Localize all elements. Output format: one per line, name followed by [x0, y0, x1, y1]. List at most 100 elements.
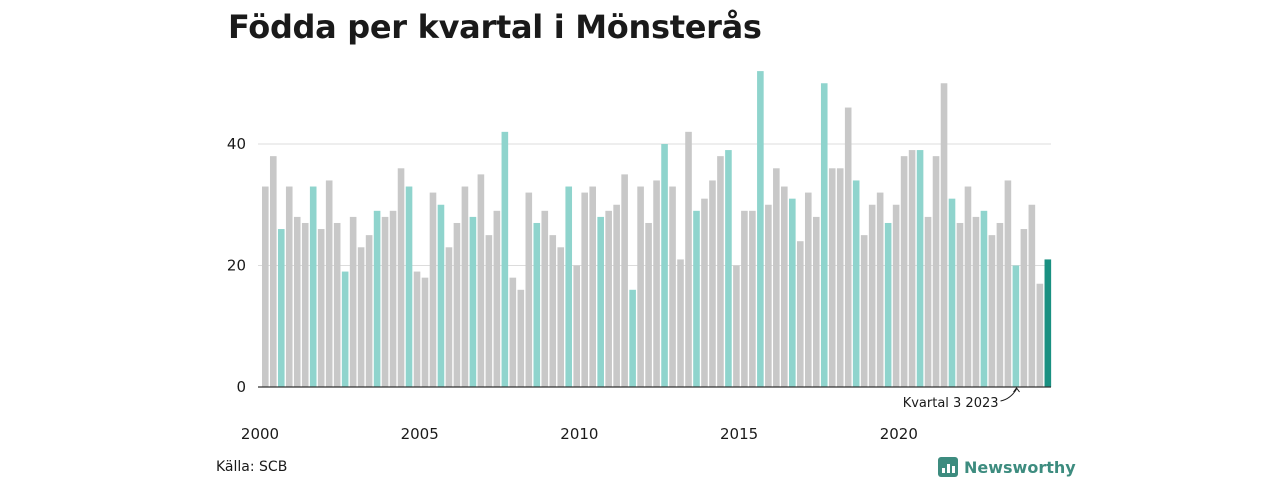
- bar: [301, 222, 309, 387]
- bar: [860, 235, 868, 388]
- bar: [749, 210, 756, 387]
- bar: [573, 265, 581, 387]
- bar: [789, 198, 796, 387]
- bar: [365, 235, 373, 388]
- bar-chart: 0 20 40 2000 2005 2010 2015 2020 Kvartal 3 202…: [227, 71, 1052, 443]
- bar: [940, 83, 948, 387]
- bar: [996, 222, 1004, 387]
- bar: [972, 216, 980, 387]
- bar: [349, 216, 357, 387]
- bar: [653, 180, 660, 387]
- bar: [988, 235, 996, 388]
- bar: [613, 204, 620, 387]
- bar: [717, 156, 724, 387]
- bar: [932, 156, 940, 387]
- bar: [669, 186, 676, 387]
- bar: [277, 229, 285, 387]
- x-tick-label: 2005: [401, 425, 439, 443]
- bar: [389, 210, 397, 387]
- bar: [916, 150, 924, 387]
- bar: [661, 144, 668, 387]
- bar: [629, 289, 636, 387]
- bar: [589, 186, 596, 387]
- bar: [908, 150, 916, 387]
- bar: [828, 168, 836, 387]
- bar: [733, 265, 740, 387]
- bar: [605, 210, 612, 387]
- bar: [333, 222, 341, 387]
- brand-name: Newsworthy: [964, 457, 1076, 477]
- bar: [1004, 180, 1012, 387]
- bar: [685, 131, 692, 387]
- bar: [637, 186, 644, 387]
- bar: [820, 83, 828, 387]
- bar: [980, 210, 988, 387]
- bar: [445, 247, 453, 387]
- y-tick-label: 20: [227, 257, 246, 275]
- x-tick-label: 2020: [880, 425, 918, 443]
- bar: [525, 192, 533, 387]
- bar: [741, 210, 748, 387]
- bar: [956, 222, 964, 387]
- y-axis-ticks: 0 20 40: [227, 135, 246, 396]
- bar: [469, 216, 477, 387]
- bar: [677, 259, 684, 388]
- bar: [517, 289, 525, 387]
- bar: [621, 174, 628, 388]
- bar: [964, 186, 972, 387]
- bar: [1036, 283, 1044, 388]
- bar: [844, 107, 852, 388]
- bar: [501, 131, 509, 387]
- bar: [876, 192, 884, 387]
- bar: [373, 210, 381, 387]
- annotation-arrow: [1000, 388, 1017, 402]
- bar: [804, 192, 812, 387]
- bar: [581, 192, 588, 387]
- bar: [413, 271, 421, 387]
- bar: [493, 210, 501, 387]
- bar: [1012, 265, 1020, 387]
- bar: [557, 247, 565, 387]
- bar: [797, 241, 804, 387]
- source-label: Källa: SCB: [216, 459, 288, 475]
- bar: [453, 222, 461, 387]
- brand-logo: Newsworthy: [938, 456, 1076, 478]
- bar: [381, 216, 389, 387]
- bar: [357, 247, 365, 387]
- annotation-arrowhead: [1013, 387, 1020, 393]
- x-axis-ticks: 2000 2005 2010 2015 2020: [241, 425, 918, 443]
- bar: [597, 216, 604, 387]
- bar: [757, 71, 764, 387]
- bar: [477, 174, 485, 388]
- bar: [293, 216, 301, 387]
- y-tick-label: 0: [236, 378, 246, 396]
- bar: [900, 156, 908, 387]
- bar: [884, 222, 892, 387]
- bar: [549, 235, 557, 388]
- bar: [812, 216, 820, 387]
- bar: [269, 156, 277, 387]
- x-tick-label: 2015: [720, 425, 758, 443]
- bar: [709, 180, 716, 387]
- bar: [765, 204, 772, 387]
- bar: [701, 198, 708, 387]
- bar: [317, 229, 325, 387]
- y-tick-label: 40: [227, 135, 246, 153]
- bars: [262, 71, 1052, 388]
- bar: [485, 235, 493, 388]
- bar: [924, 216, 932, 387]
- bar: [533, 222, 541, 387]
- bar: [1028, 204, 1036, 387]
- bar: [565, 186, 573, 387]
- bar: [693, 210, 700, 387]
- bar: [437, 204, 445, 387]
- bar: [429, 192, 437, 387]
- bar: [773, 168, 780, 387]
- bar: [541, 210, 549, 387]
- bar: [461, 186, 469, 387]
- bar: [892, 204, 900, 387]
- bar: [285, 186, 293, 387]
- bar: [836, 168, 844, 387]
- bar: [405, 186, 413, 387]
- bar: [397, 168, 405, 387]
